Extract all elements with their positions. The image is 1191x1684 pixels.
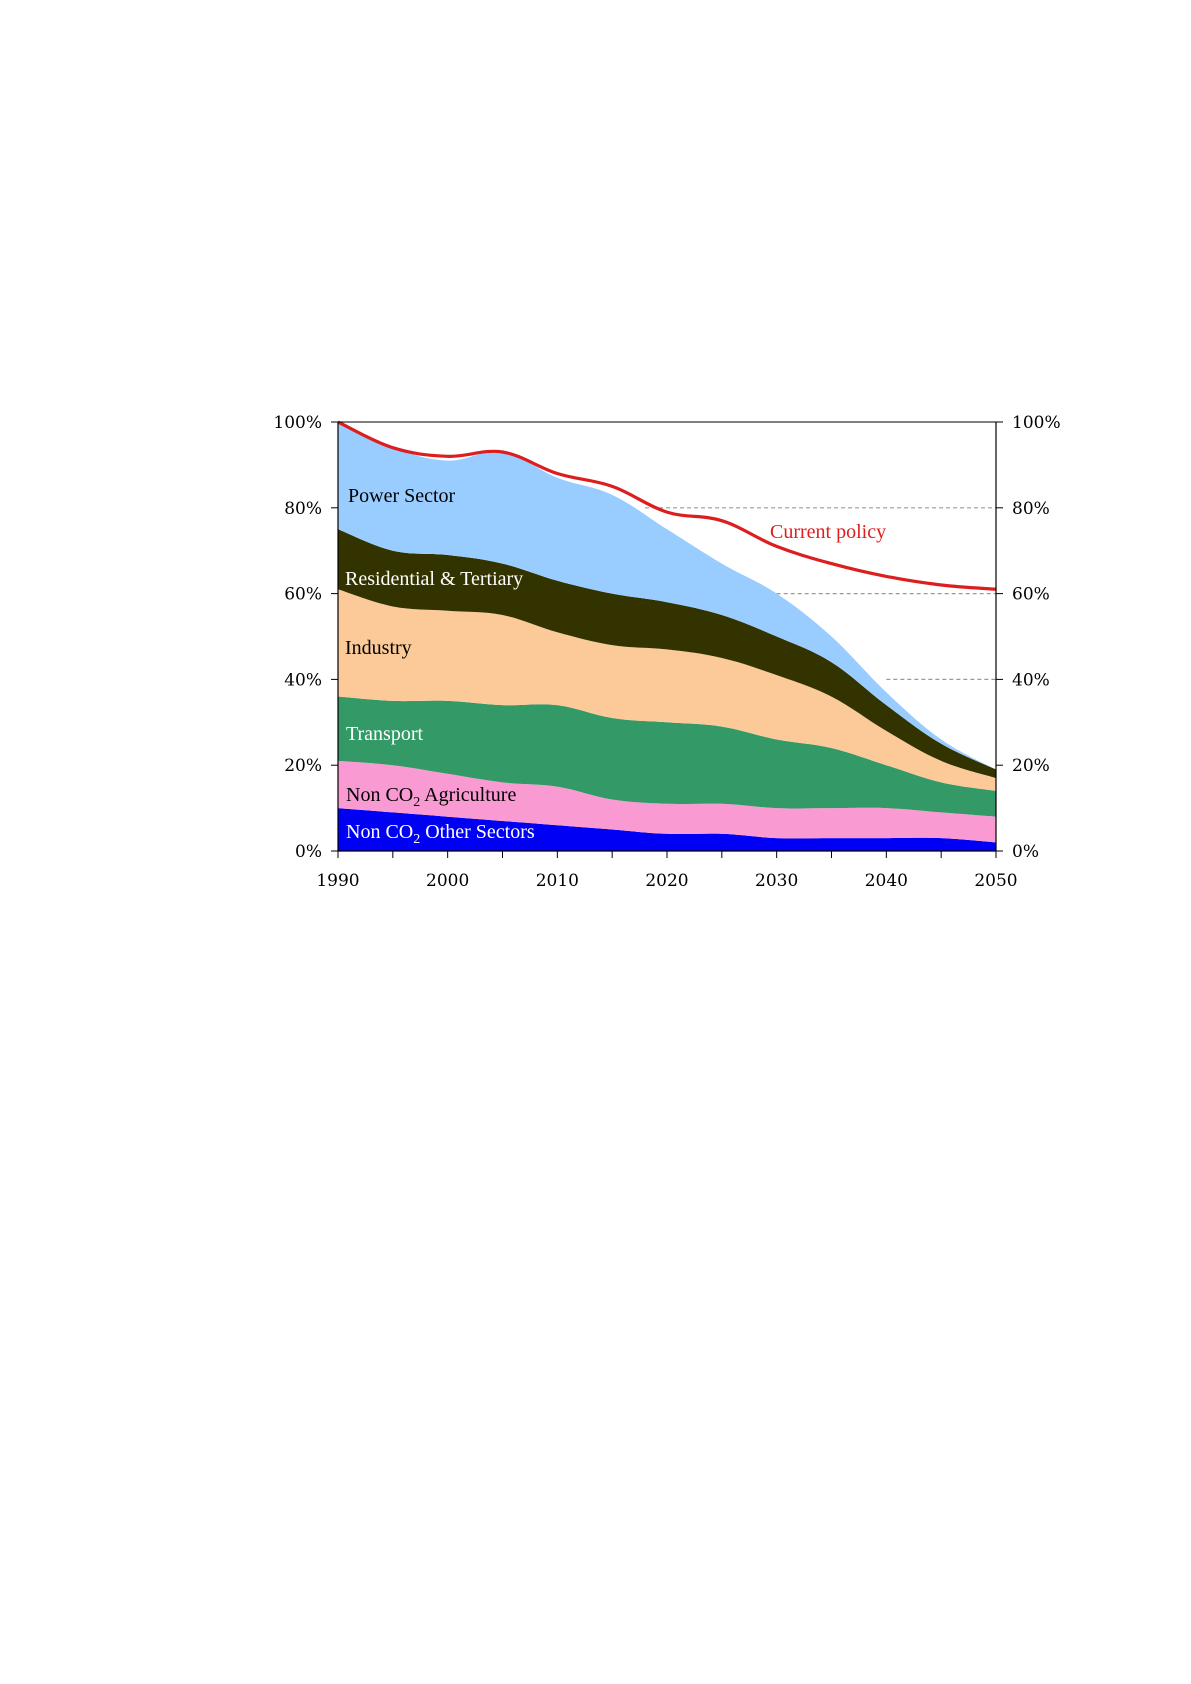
x-tick-label: 2020 [645,871,688,891]
y-tick-label-left: 60% [284,585,322,605]
current-policy-label: Current policy [770,521,886,543]
label-residential-tertiary: Residential & Tertiary [345,568,523,590]
area-transport [338,696,996,817]
y-tick-label-left: 100% [273,413,322,433]
y-tick-label-left: 20% [284,756,322,776]
label-industry: Industry [345,637,412,659]
y-tick-label-right: 40% [1012,670,1050,690]
y-tick-label-left: 0% [295,842,322,862]
label-power-sector: Power Sector [348,485,456,507]
y-tick-label-right: 20% [1012,756,1050,776]
x-tick-label: 2000 [426,871,469,891]
tick-labels: 0% 20% 40% 60% 80% 100% 0% 20% 40% 60% 80% 100% 1990… [273,413,1060,891]
area-power-sector [338,422,996,770]
x-tick-label: 1990 [316,871,359,891]
x-tick-label: 2030 [755,871,798,891]
series-labels: Non CO2 Other Sectors Non CO2 Agriculture… [345,485,535,847]
current-policy-line-group: Current policy [337,420,997,591]
x-tick-label: 2010 [536,871,579,891]
area-non-co2-other-sectors [338,808,996,851]
label-non-co2-other-sectors: Non CO2 Other Sectors [346,821,535,847]
x-tick-label: 2050 [974,871,1017,891]
y-tick-label-right: 60% [1012,585,1050,605]
label-transport: Transport [346,723,423,745]
y-tick-label-right: 0% [1012,842,1039,862]
y-tick-label-right: 100% [1012,413,1061,433]
y-tick-label-left: 80% [284,499,322,519]
gridlines [645,507,996,681]
area-residential-tertiary [338,529,996,779]
x-tick-label: 2040 [865,871,908,891]
label-non-co2-agriculture: Non CO2 Agriculture [346,784,516,810]
stacked-areas [338,422,996,851]
area-industry [338,589,996,791]
axes [331,421,1003,858]
area-non-co2-agriculture [338,760,996,843]
current-policy-line [337,420,997,591]
y-tick-label-right: 80% [1012,499,1050,519]
y-tick-label-left: 40% [284,670,322,690]
